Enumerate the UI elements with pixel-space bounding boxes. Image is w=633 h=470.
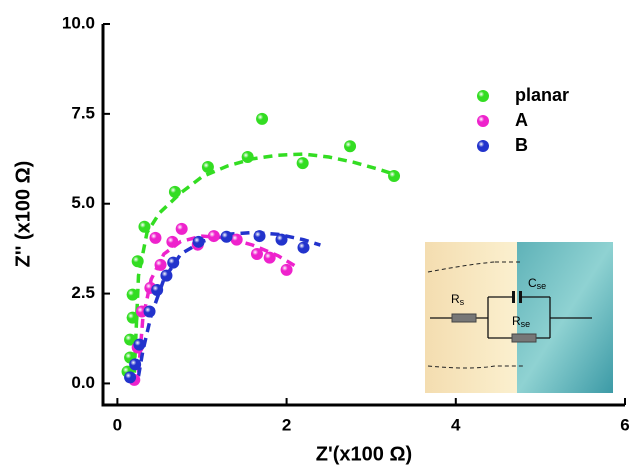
- data-point: [201, 161, 214, 174]
- legend-marker: [477, 115, 489, 127]
- x-tick-label: 0: [113, 415, 122, 434]
- data-point: [230, 233, 243, 246]
- data-point: [250, 248, 263, 261]
- data-point: [297, 241, 310, 254]
- data-point: [149, 231, 162, 244]
- fit-line: [136, 234, 301, 373]
- y-tick-label: 10.0: [62, 13, 95, 32]
- data-point: [143, 305, 156, 318]
- data-point: [160, 269, 173, 282]
- data-point: [151, 283, 164, 296]
- y-tick-label: 7.5: [71, 103, 95, 122]
- data-point: [263, 251, 276, 264]
- legend-marker: [477, 140, 489, 152]
- data-point: [256, 112, 269, 125]
- fit-line: [132, 152, 398, 373]
- data-point: [129, 358, 142, 371]
- y-tick-label: 0.0: [71, 373, 95, 392]
- y-tick-label: 2.5: [71, 283, 95, 302]
- data-point: [253, 230, 266, 243]
- data-point: [241, 150, 254, 163]
- inset-label: Rse: [512, 314, 530, 329]
- data-point: [167, 256, 180, 269]
- data-point: [207, 230, 220, 243]
- data-point: [175, 222, 188, 235]
- x-tick-label: 2: [282, 415, 291, 434]
- data-point: [154, 258, 167, 271]
- y-axis-label: Z'' (x100 Ω): [12, 161, 34, 268]
- data-point: [166, 235, 179, 248]
- inset-label: Cse: [528, 276, 546, 291]
- data-point: [192, 235, 205, 248]
- x-axis-label: Z'(x100 Ω): [316, 443, 412, 465]
- data-point: [275, 233, 288, 246]
- inset-label: Rs: [451, 292, 465, 307]
- data-point: [126, 311, 139, 324]
- data-point: [131, 255, 144, 268]
- data-point: [344, 140, 357, 153]
- data-point: [133, 338, 146, 351]
- data-point: [126, 288, 139, 301]
- x-tick-label: 6: [620, 415, 629, 434]
- legend-label: planar: [515, 85, 569, 105]
- data-point: [168, 185, 181, 198]
- data-point: [124, 333, 137, 346]
- legend-label: A: [515, 110, 528, 130]
- legend-label: B: [515, 135, 528, 155]
- data-point: [296, 157, 309, 170]
- data-point: [220, 230, 233, 243]
- legend-marker: [477, 90, 489, 102]
- data-point: [124, 371, 137, 384]
- data-point: [280, 263, 293, 276]
- inset: Rs Cse Rse: [425, 242, 613, 393]
- data-point: [138, 220, 151, 233]
- data-point: [388, 170, 401, 183]
- x-tick-label: 4: [451, 415, 461, 434]
- y-tick-label: 5.0: [71, 193, 95, 212]
